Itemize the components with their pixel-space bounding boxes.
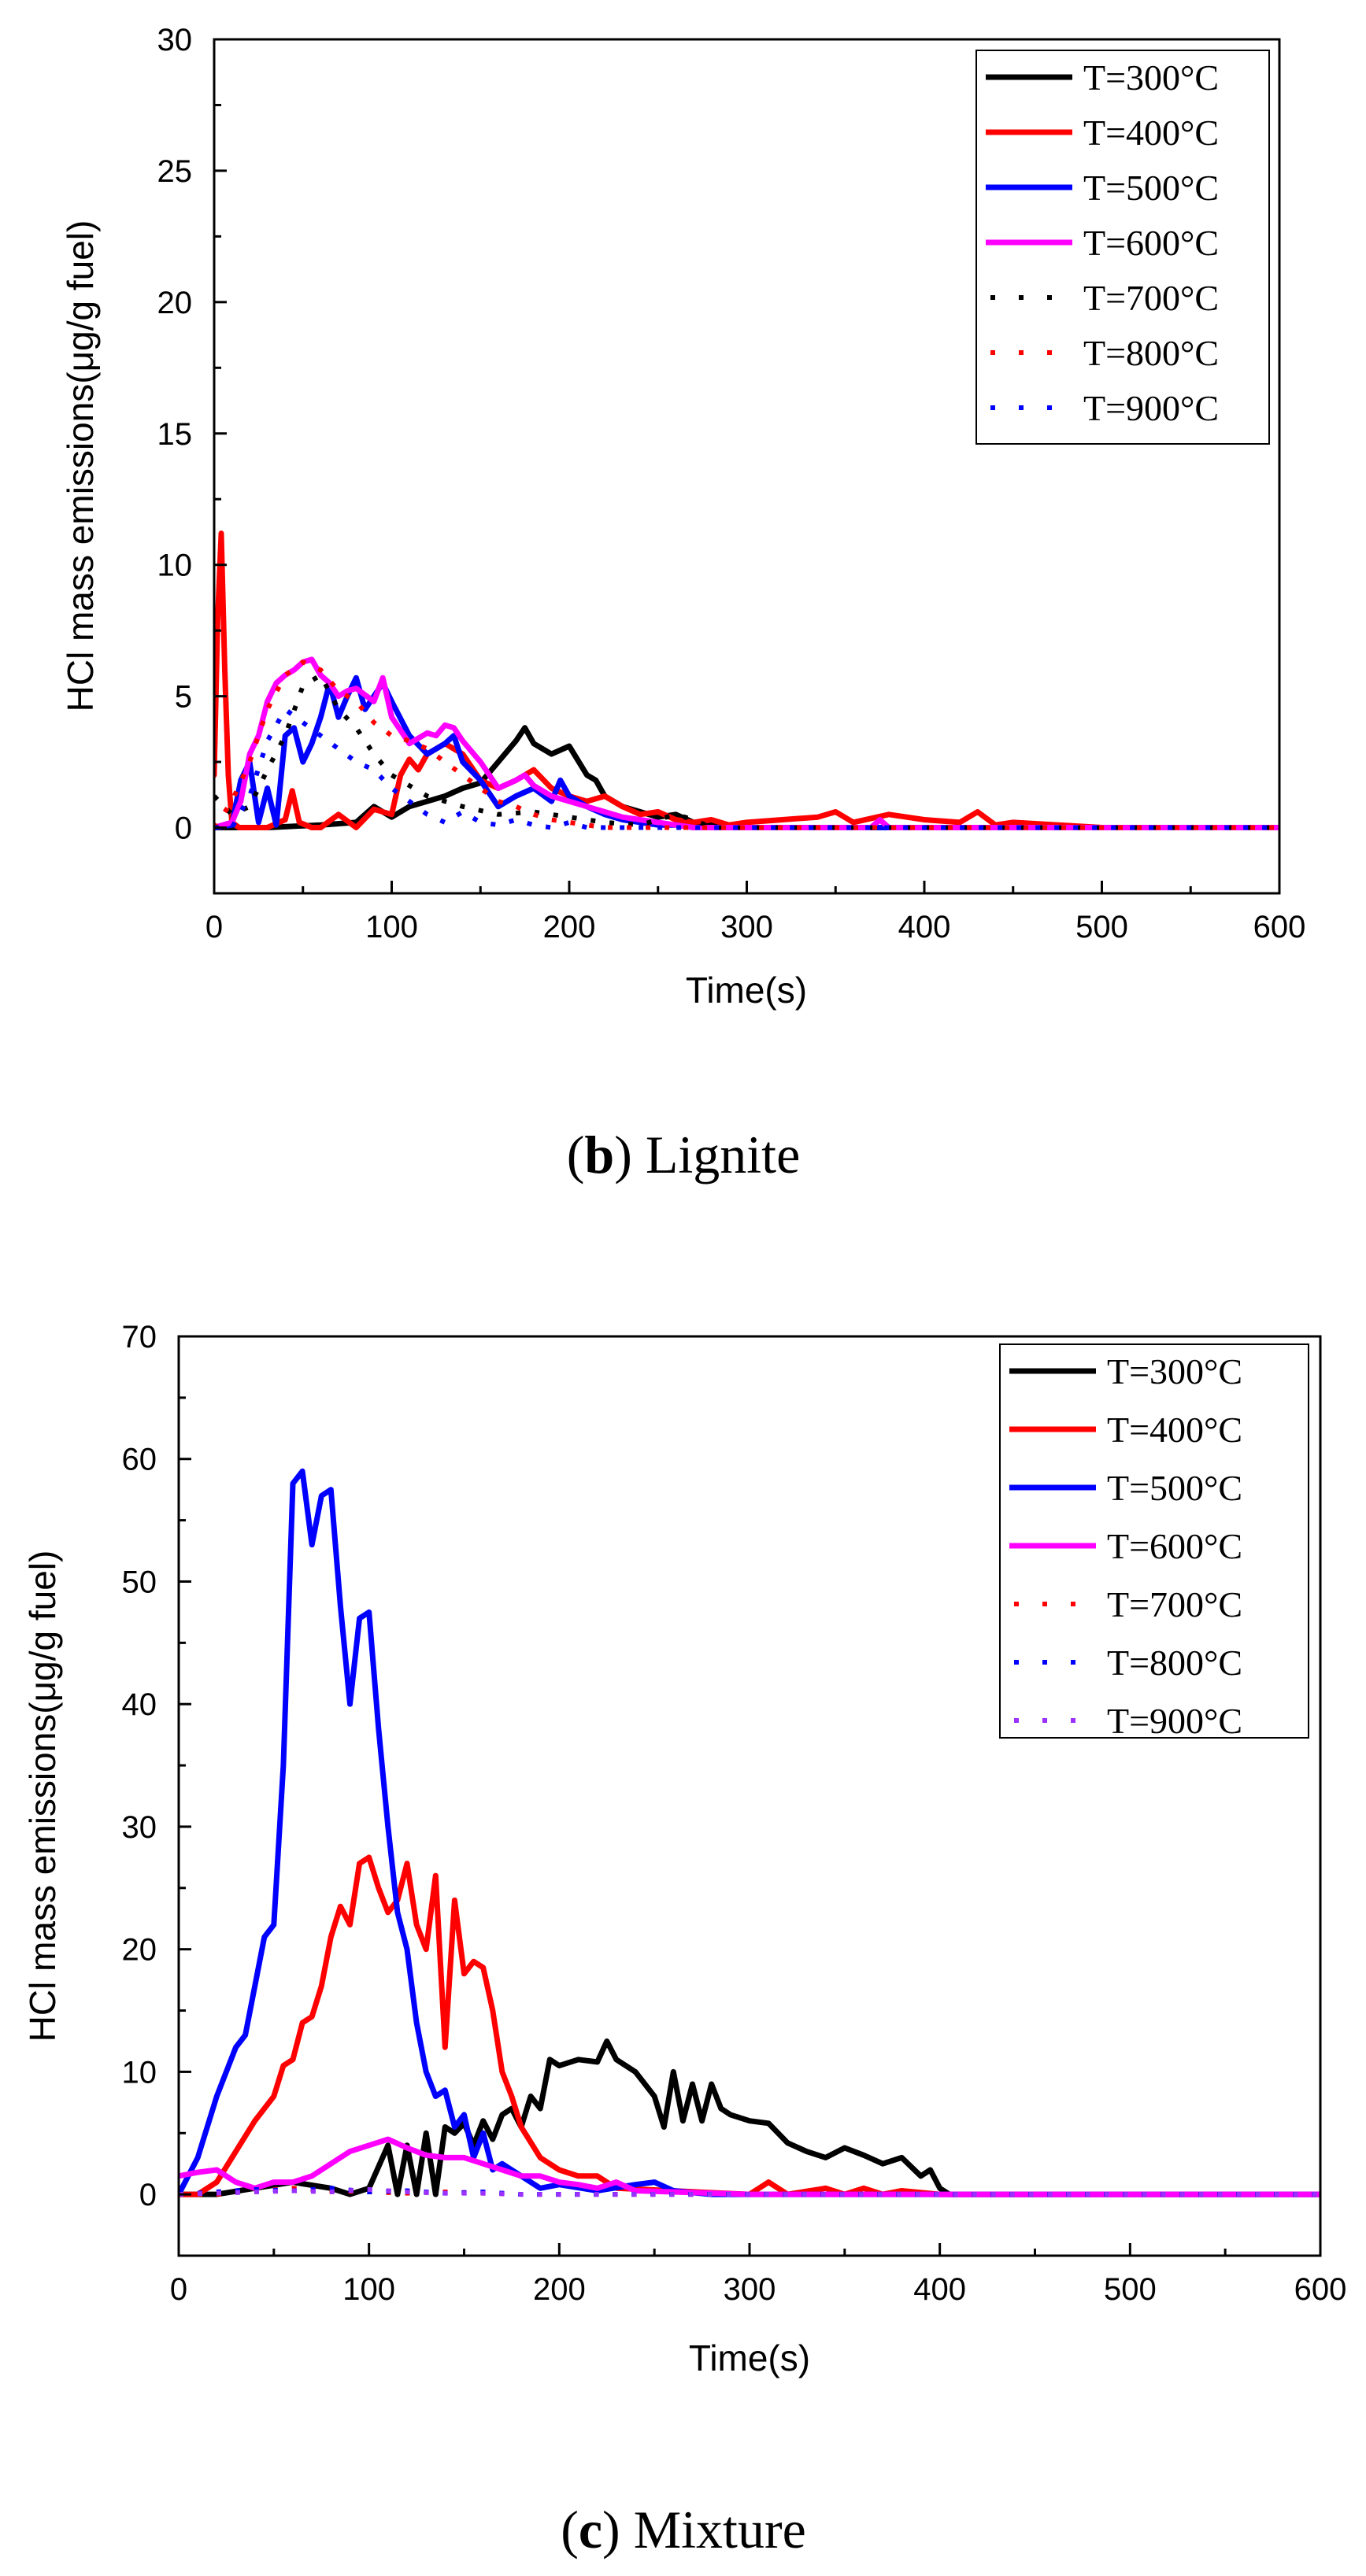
y-tick-label: 20 bbox=[122, 1933, 157, 1968]
caption-letter: b bbox=[584, 1125, 614, 1185]
y-tick-label: 10 bbox=[122, 2055, 157, 2090]
y-tick-label: 0 bbox=[139, 2178, 157, 2212]
x-tick-label: 0 bbox=[170, 2272, 187, 2307]
series-line-4 bbox=[214, 672, 1279, 830]
y-tick-label: 0 bbox=[175, 811, 192, 846]
legend-label-2: T=500°C bbox=[1107, 1468, 1242, 1508]
caption-text: Lignite bbox=[646, 1125, 800, 1185]
caption-text: Mixture bbox=[634, 2500, 806, 2559]
chart-b: 0 100 200 300 400 500 600 0 5 10 15 20 25 30 Time(s) HC… bbox=[60, 23, 1305, 1185]
x-tick-label: 100 bbox=[342, 2272, 395, 2307]
y-tick-label: 50 bbox=[122, 1565, 157, 1599]
x-tick-label: 400 bbox=[898, 910, 951, 944]
x-tick-label: 200 bbox=[533, 2272, 586, 2307]
y-tick-label: 5 bbox=[175, 680, 192, 715]
legend-label-6: T=900°C bbox=[1083, 388, 1219, 428]
caption-open-paren: ( bbox=[561, 2500, 579, 2559]
x-tick-label: 300 bbox=[724, 2272, 776, 2307]
y-tick-label: 15 bbox=[157, 417, 193, 452]
legend: T=300°C T=400°C T=500°C T=600°C T=700°C T=800… bbox=[975, 50, 1270, 445]
x-axis-title: Time(s) bbox=[686, 970, 807, 1011]
legend: T=300°C T=400°C T=500°C T=600°C T=700°C T=800… bbox=[999, 1343, 1309, 1741]
x-tick-label: 100 bbox=[365, 910, 418, 944]
legend-label-0: T=300°C bbox=[1083, 57, 1219, 98]
caption-close-paren: ) bbox=[602, 2500, 634, 2559]
caption-close-paren: ) bbox=[614, 1125, 646, 1185]
legend-label-4: T=700°C bbox=[1107, 1584, 1242, 1624]
legend-label-5: T=800°C bbox=[1107, 1643, 1242, 1683]
y-tick-label: 60 bbox=[122, 1443, 157, 1477]
x-tick-label: 500 bbox=[1075, 910, 1128, 944]
series-line-1 bbox=[214, 530, 1279, 830]
series-line-3 bbox=[214, 656, 1279, 830]
y-tick-label: 30 bbox=[122, 1810, 157, 1845]
legend-label-1: T=400°C bbox=[1107, 1410, 1242, 1450]
series-line-0 bbox=[179, 2038, 1320, 2197]
caption-open-paren: ( bbox=[567, 1125, 585, 1185]
series-line-1 bbox=[179, 1854, 1320, 2197]
legend-box bbox=[999, 1343, 1309, 1739]
x-tick-label: 600 bbox=[1294, 2272, 1347, 2307]
y-tick-label: 40 bbox=[122, 1687, 157, 1722]
legend-label-5: T=800°C bbox=[1083, 333, 1219, 373]
y-axis-title: HCl mass emissions(μg/g fuel) bbox=[60, 220, 101, 712]
legend-label-1: T=400°C bbox=[1083, 113, 1219, 153]
x-tick-label: 600 bbox=[1253, 910, 1306, 944]
series-line-3 bbox=[179, 2136, 1320, 2197]
y-tick-label: 20 bbox=[157, 286, 193, 320]
y-tick-label: 10 bbox=[157, 549, 193, 583]
y-tick-label: 30 bbox=[157, 23, 193, 57]
chart-c: 0 100 200 300 400 500 600 0 10 20 30 40 50 60 70 Time(s… bbox=[22, 1320, 1346, 2559]
y-tick-label: 70 bbox=[122, 1320, 157, 1355]
legend-label-4: T=700°C bbox=[1083, 278, 1219, 318]
x-axis-title: Time(s) bbox=[689, 2338, 810, 2378]
legend-label-2: T=500°C bbox=[1083, 168, 1219, 208]
x-tick-label: 200 bbox=[543, 910, 596, 944]
x-tick-label: 300 bbox=[720, 910, 773, 944]
x-tick-label: 500 bbox=[1104, 2272, 1157, 2307]
series-group bbox=[179, 1468, 1320, 2197]
series-line-5 bbox=[214, 660, 1279, 830]
series-line-6 bbox=[179, 2186, 1320, 2197]
caption-letter: c bbox=[579, 2500, 602, 2559]
legend-label-3: T=600°C bbox=[1083, 223, 1219, 263]
series-group bbox=[214, 530, 1279, 830]
legend-label-0: T=300°C bbox=[1107, 1351, 1242, 1391]
y-axis-title: HCl mass emissions(μg/g fuel) bbox=[22, 1550, 63, 2042]
x-tick-label: 400 bbox=[913, 2272, 966, 2307]
y-tick-label: 25 bbox=[157, 154, 193, 189]
legend-label-3: T=600°C bbox=[1107, 1526, 1242, 1566]
x-tick-label: 0 bbox=[205, 910, 223, 944]
legend-box bbox=[975, 50, 1270, 445]
chart-caption: (b) Lignite bbox=[567, 1125, 801, 1185]
chart-caption: (c) Mixture bbox=[561, 2500, 806, 2559]
legend-label-6: T=900°C bbox=[1107, 1701, 1242, 1741]
